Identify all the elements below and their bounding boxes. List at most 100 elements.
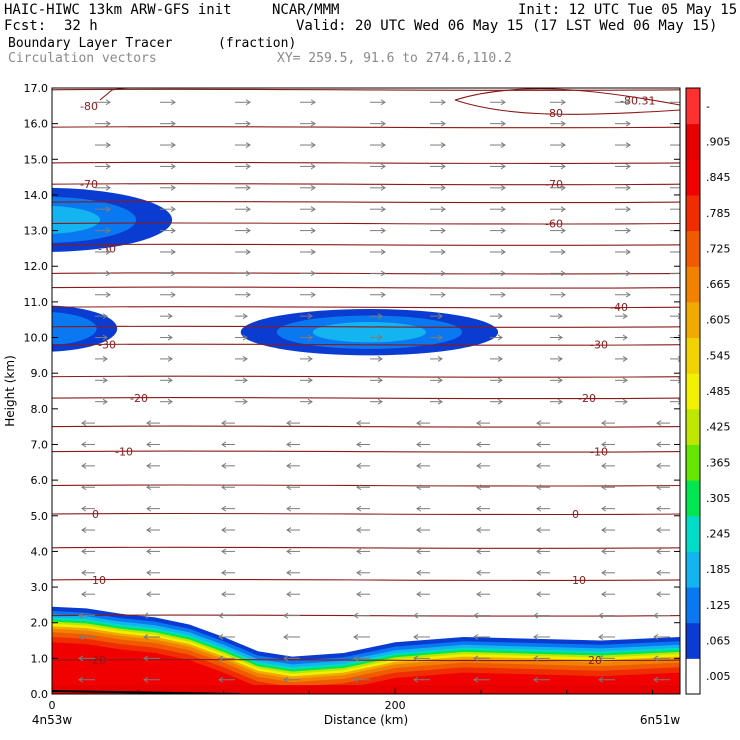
wind-vector-head [380, 206, 386, 213]
wind-vector-head [677, 334, 680, 341]
wind-vector-head [560, 227, 566, 234]
y-tick-label: 13.0 [24, 225, 49, 238]
wind-vector-head [221, 505, 227, 512]
wind-vector-head [353, 655, 359, 662]
wind-vector-head [440, 142, 446, 148]
fcst-label: Fcst: [4, 18, 47, 34]
wind-vector-head [167, 313, 173, 320]
wind-vector-head [601, 591, 607, 598]
wind-vector-head [170, 142, 176, 148]
wind-vector-head [167, 355, 173, 362]
wind-vector-head [353, 676, 359, 683]
wind-vector-head [560, 206, 566, 213]
colorbar-label: .665 [706, 278, 731, 291]
wind-vector-head [500, 120, 506, 127]
wind-vector-head [622, 355, 628, 362]
wind-vector-head [601, 441, 607, 448]
wind-vector-head [286, 569, 292, 576]
wind-vector-head [437, 398, 443, 405]
wind-vector-head [497, 355, 503, 362]
y-tick-label: 15.0 [24, 153, 49, 166]
wind-vector-head [681, 292, 685, 297]
wind-vector-head [310, 227, 316, 234]
wind-vector-head [476, 441, 482, 448]
wind-vector-head [81, 569, 87, 576]
wind-vector-head [221, 569, 227, 576]
y-tick-label: 4.0 [31, 545, 49, 558]
colorbar-swatch [686, 622, 700, 659]
wind-vector-head [105, 142, 111, 148]
init-time: Init: 12 UTC Tue 05 May 15 [518, 2, 738, 18]
wind-vector-head [356, 591, 362, 598]
y-tick-label: 9.0 [31, 367, 49, 380]
wind-vector-head [353, 612, 359, 619]
wind-vector-head [440, 163, 446, 170]
y-tick-label: 8.0 [31, 403, 49, 416]
colorbar-label: - [706, 100, 710, 113]
wind-vector-head [653, 655, 659, 662]
temperature-contour-line [52, 512, 680, 516]
wind-vector-head [146, 484, 152, 491]
wind-vector-head [473, 634, 479, 640]
wind-vector-head [377, 377, 383, 384]
wind-vector-head [310, 184, 316, 191]
wind-vector-head [476, 484, 482, 491]
wind-vector-head [437, 313, 443, 320]
axes: 0.0 1.0 2.0 3.0 4.0 5.0 6.0 7.0 8.0 9.0 10.0 11.0 12… [24, 82, 680, 712]
wind-vector-head [440, 270, 446, 277]
wind-vector-head [245, 99, 251, 106]
temperature-contour-line [52, 343, 680, 346]
wind-vector-head [245, 120, 251, 127]
wind-vector-head [307, 334, 313, 341]
wind-vector-head [497, 377, 503, 384]
wind-vector-head [560, 270, 566, 277]
temperature-contour-line [52, 286, 680, 289]
wind-vector-head [356, 505, 362, 512]
wind-vector-head [310, 163, 316, 170]
field-units: (fraction) [218, 36, 297, 51]
wind-vector-head [356, 420, 362, 427]
wind-vector-head [625, 142, 631, 148]
wind-vector-head [437, 355, 443, 362]
temperature-contour-label: -30 [98, 339, 116, 352]
y-tick-label: 10.0 [24, 332, 49, 345]
wind-vector-head [416, 484, 422, 491]
wind-vector-head [143, 655, 149, 662]
wind-vector-head [500, 163, 506, 170]
wind-vector-head [380, 227, 386, 234]
wind-vector-head [146, 505, 152, 512]
wind-vector-head [170, 99, 176, 106]
wind-vector-head [625, 270, 631, 277]
colorbar-label: .065 [706, 635, 731, 648]
wind-vector-head [286, 505, 292, 512]
y-tick-label: 14.0 [24, 189, 49, 202]
wind-vector-head [377, 398, 383, 405]
wind-vector-head [437, 377, 443, 384]
temperature-contour-label: 10 [92, 574, 106, 587]
colorbar-label: .125 [706, 599, 731, 612]
wind-vector-head [307, 398, 313, 405]
wind-vector-head [622, 398, 628, 405]
wind-vector-head [413, 634, 419, 640]
wind-vector-head [81, 441, 87, 448]
temperature-contour-label: 0 [572, 508, 579, 521]
wind-vector-head [656, 462, 662, 469]
wind-vector-head [440, 99, 446, 106]
colorbar-swatch [686, 88, 700, 125]
wind-vector-head [500, 270, 506, 277]
wind-vector-head [105, 291, 111, 298]
wind-vector-head [681, 164, 685, 169]
temperature-contour-label: 20 [588, 654, 602, 667]
temperature-contour-line [52, 88, 680, 91]
wind-vector-head [286, 548, 292, 555]
wind-vector-head [560, 163, 566, 170]
wind-vector-head [105, 206, 111, 213]
wind-vector-head [622, 377, 628, 384]
wind-vector-head [557, 398, 563, 405]
wind-vector-head [221, 484, 227, 491]
colorbar-label: .425 [706, 421, 731, 434]
wind-vector-head [286, 527, 292, 533]
wind-vector-head [560, 249, 566, 255]
wind-vector-head [440, 120, 446, 127]
